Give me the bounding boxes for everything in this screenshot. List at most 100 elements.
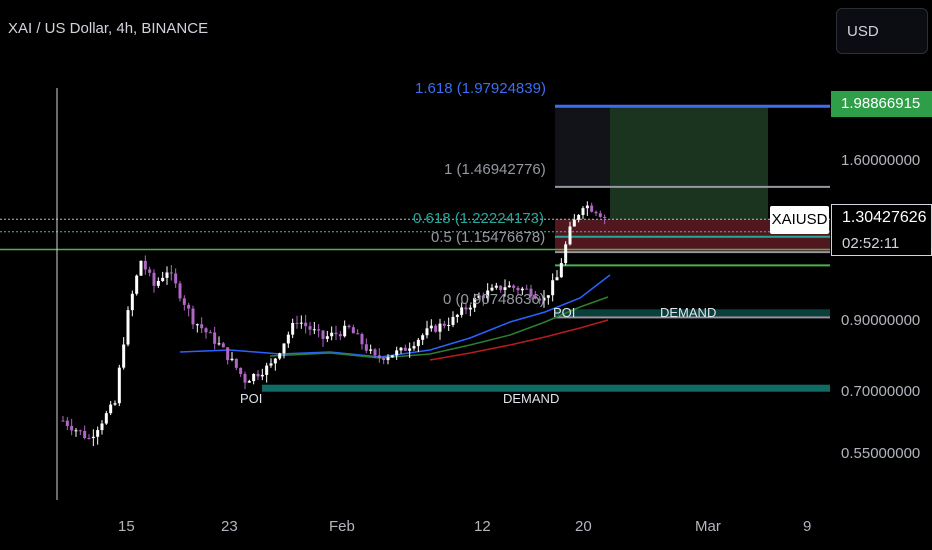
candle-body (382, 358, 386, 361)
candle-body (317, 329, 321, 331)
target-zone-left (555, 105, 610, 187)
candle-body (278, 353, 282, 359)
candle-body (234, 358, 238, 368)
price-tick: 0.70000000 (841, 383, 921, 400)
candle-body (122, 344, 126, 368)
candle-body (503, 287, 507, 290)
candle-body (74, 430, 78, 432)
candle-body (460, 307, 464, 315)
candle-body (213, 332, 217, 344)
candle-body (373, 349, 377, 356)
candle-body (343, 325, 347, 337)
current-price: 1.30427626 (842, 209, 927, 226)
candle-body (195, 324, 199, 326)
price-tick: 0.90000000 (841, 312, 921, 329)
candle-body (598, 213, 602, 217)
candle-body (438, 323, 442, 332)
candle-body (78, 430, 82, 432)
candle-body (130, 293, 134, 311)
current-price-badge: 1.30427626 02:52:11 (831, 204, 932, 256)
fib-level-1-label: 1 (1.46942776) (444, 161, 546, 178)
candle-body (507, 285, 511, 288)
candle-body (356, 333, 360, 335)
candle-body (135, 275, 139, 294)
candle-body (538, 298, 542, 301)
candle-body (304, 322, 308, 327)
candle-body (152, 272, 156, 286)
candle-body (178, 283, 182, 299)
candle-body (494, 285, 498, 288)
candle-body (269, 363, 273, 366)
time-tick: 23 (221, 518, 238, 535)
candle-body (65, 420, 69, 426)
candle-body (256, 373, 260, 377)
candle-body (490, 287, 494, 291)
chart-title: XAI / US Dollar, 4h, BINANCE (8, 20, 209, 37)
currency-button[interactable]: USD (836, 8, 928, 54)
price-tick: 1.60000000 (841, 152, 921, 169)
candle-body (252, 373, 256, 382)
candle-body (174, 273, 178, 284)
candle-body (473, 298, 477, 308)
candle-body (282, 343, 286, 354)
demand-zone-lower (262, 384, 830, 392)
poi-label-lower: POI (240, 391, 263, 406)
candle-body (161, 277, 165, 281)
candle-body (377, 355, 381, 359)
poi-label-upper: POI (553, 305, 576, 320)
time-tick: Mar (695, 518, 721, 535)
candle-body (139, 260, 143, 276)
candle-body (533, 295, 537, 299)
time-tick: 15 (118, 518, 135, 535)
candle-body (217, 343, 221, 345)
candle-body (403, 347, 407, 351)
time-tick: 9 (803, 518, 812, 535)
candle-body (434, 325, 438, 332)
candle-body (182, 298, 186, 305)
target-price-badge: 1.98866915 (831, 91, 932, 117)
candle-body (91, 436, 95, 439)
candle-body (594, 211, 598, 214)
candle-body (204, 328, 208, 333)
candle-body (334, 332, 338, 335)
ma-line-blue (179, 274, 611, 358)
candle-body (243, 373, 247, 383)
candle-body (464, 307, 468, 310)
candle-body (477, 295, 481, 299)
candle-body (156, 280, 160, 286)
candle-body (104, 413, 108, 424)
candle-body (572, 219, 576, 227)
candle-body (512, 285, 516, 288)
candle-body (603, 216, 607, 218)
candle-body (273, 358, 277, 364)
ma-line-red (429, 319, 609, 361)
price-tick: 0.55000000 (841, 445, 921, 462)
candle-body (421, 335, 425, 340)
candle-body (325, 336, 329, 339)
candle-body (113, 403, 117, 405)
candle-body (239, 367, 243, 374)
candle-body (386, 357, 390, 361)
candle-body (117, 367, 121, 404)
candle-body (70, 425, 74, 431)
candle-body (351, 327, 355, 334)
candle-body (295, 322, 299, 324)
candle-body (390, 355, 394, 358)
candle-body (555, 277, 559, 281)
candle-body (499, 285, 503, 290)
candle-body (416, 339, 420, 347)
candle-body (260, 374, 264, 377)
candle-body (230, 358, 234, 361)
target-zone (610, 105, 768, 220)
candle-body (451, 316, 455, 325)
candle-body (564, 244, 568, 264)
candle-body (226, 347, 230, 361)
candle-body (247, 381, 251, 383)
candle-body (399, 347, 403, 351)
fib-level-1618-label: 1.618 (1.97924839) (415, 80, 546, 97)
candle-body (429, 325, 433, 329)
candle-body (360, 334, 364, 345)
candle-body (187, 304, 191, 309)
candle-body (559, 263, 563, 278)
